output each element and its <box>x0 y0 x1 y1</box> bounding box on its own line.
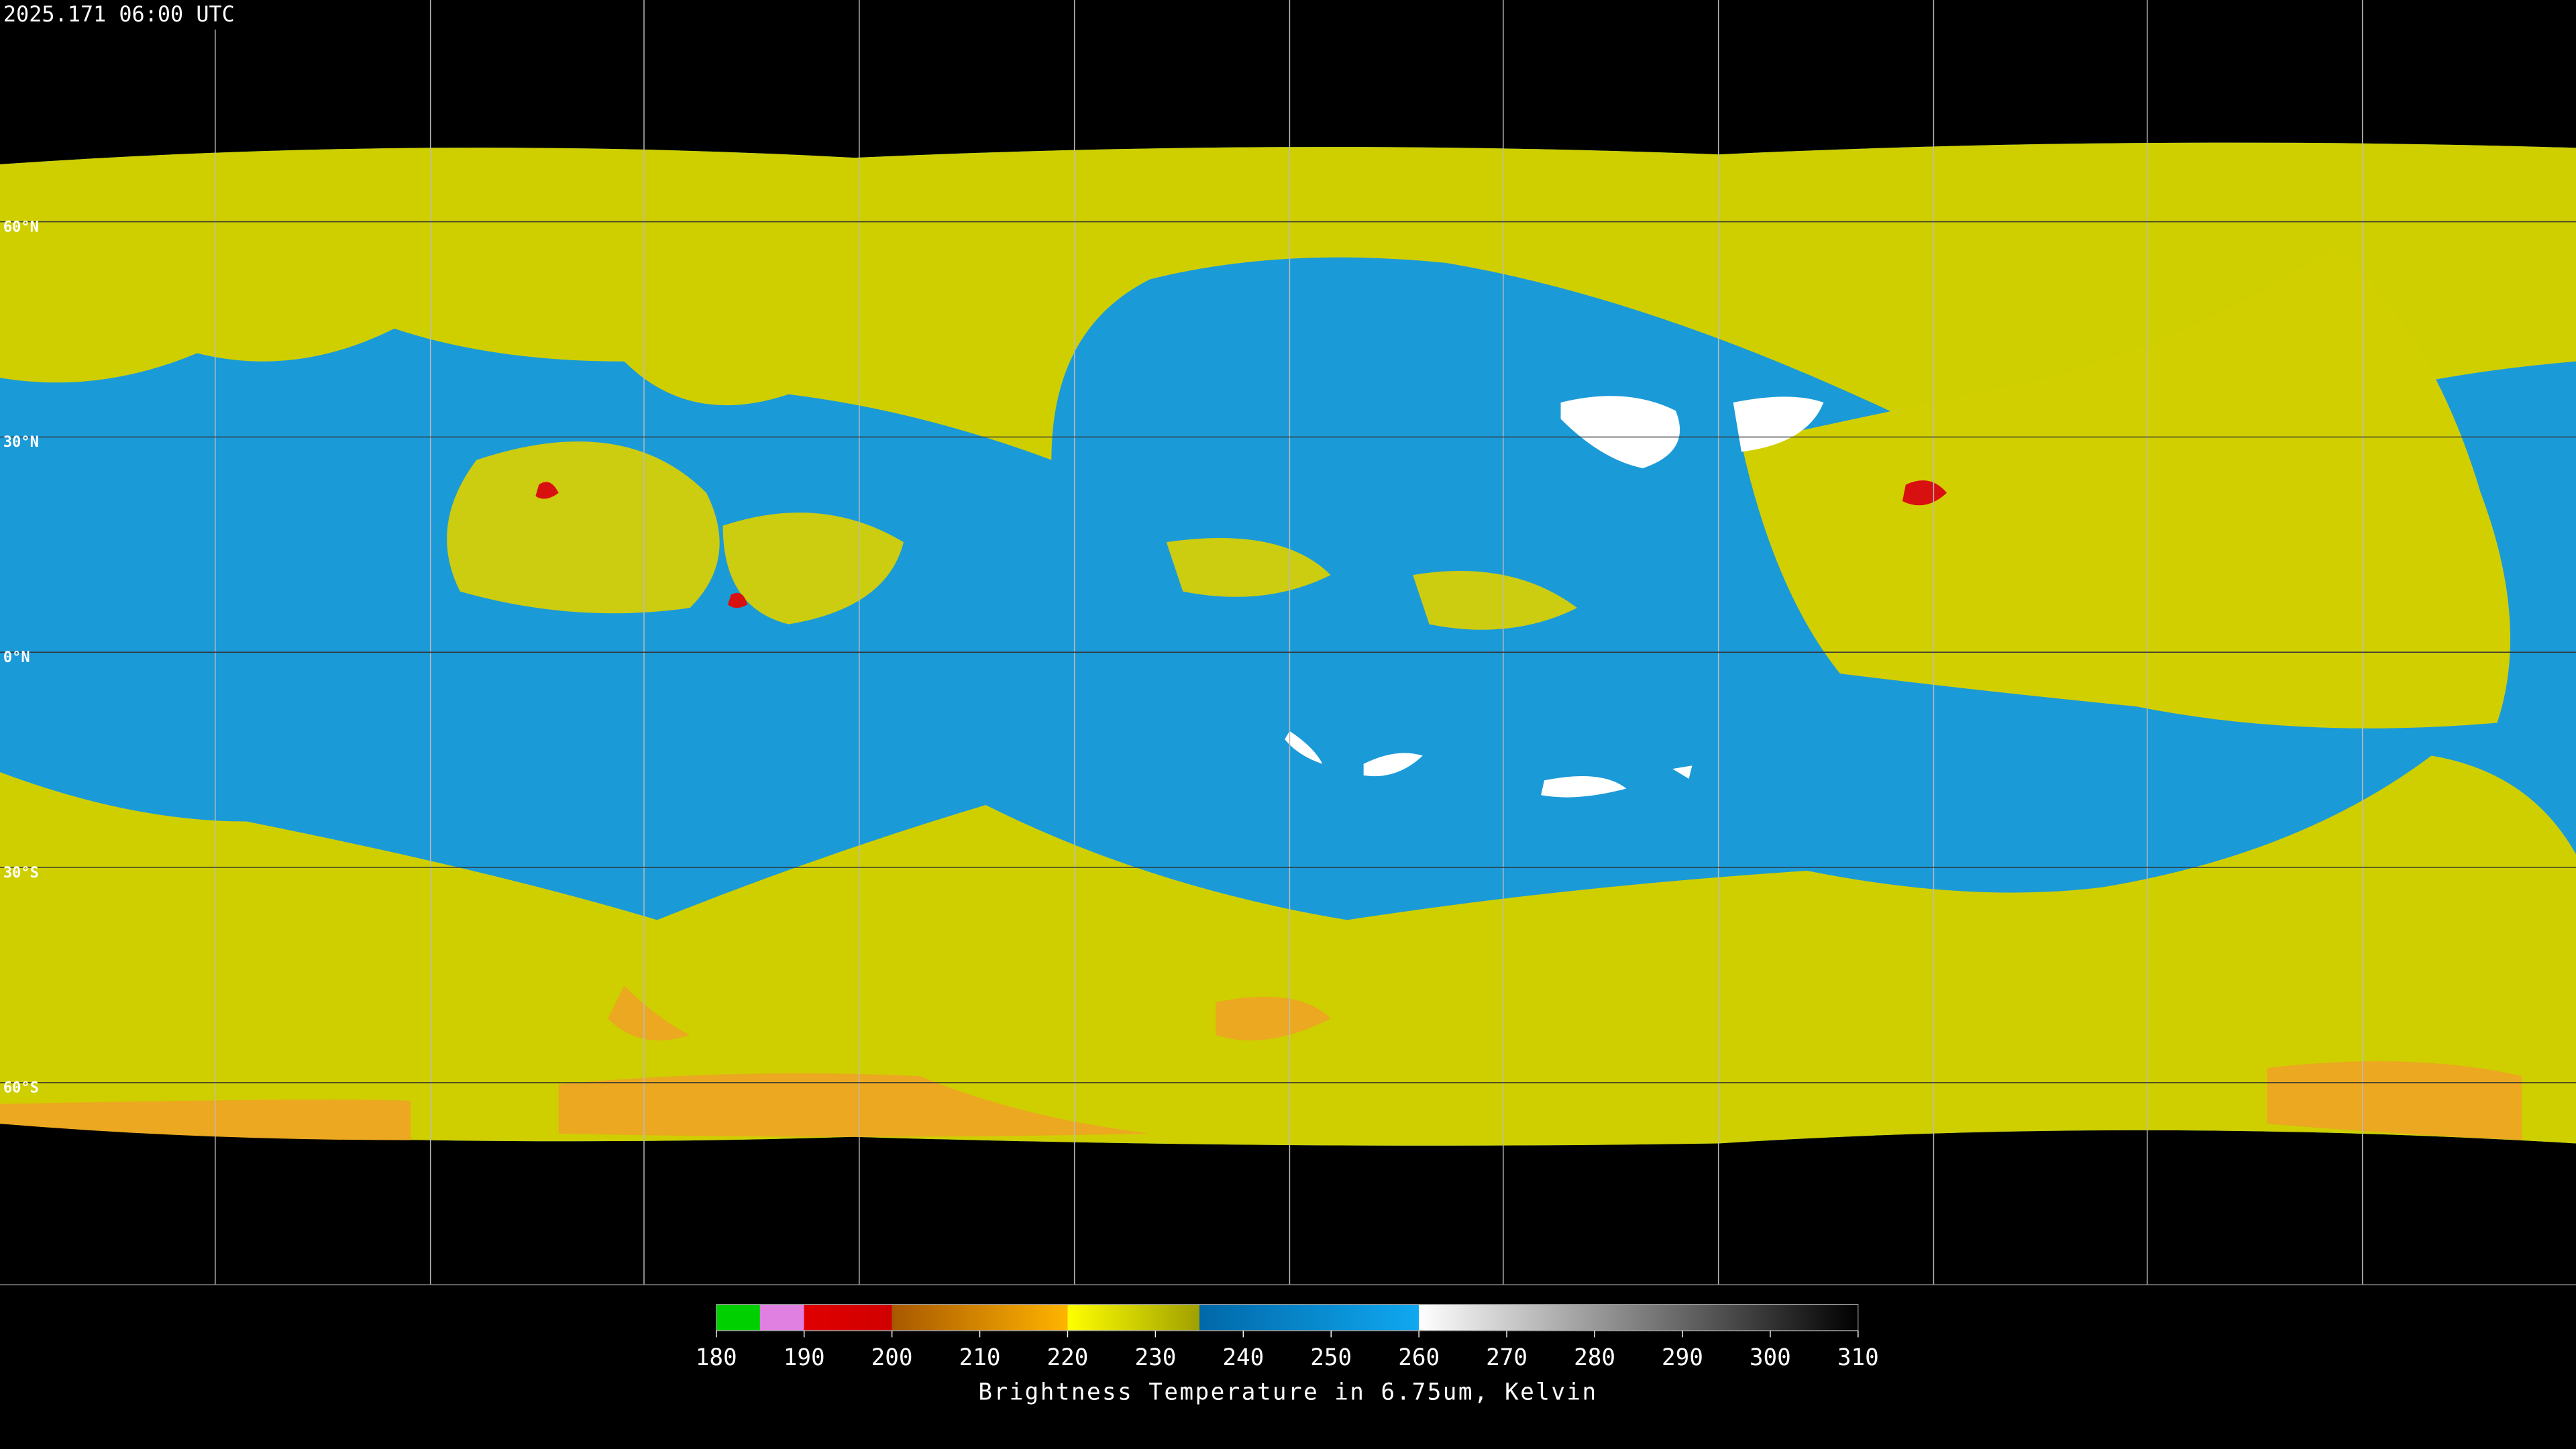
colorbar-ramp <box>716 1303 1859 1332</box>
cold-tops <box>0 985 2522 1140</box>
colorbar: Brightness Temperature in 6.75um, Kelvin… <box>696 1303 1879 1406</box>
colorbar-tick-label: 290 <box>1662 1344 1703 1371</box>
graticule <box>0 0 2576 1285</box>
timestamp-box <box>0 0 299 30</box>
convection <box>447 441 1578 630</box>
colorbar-tick-label: 270 <box>1486 1344 1527 1371</box>
colorbar-tick-label: 300 <box>1750 1344 1791 1371</box>
colorbar-tick-label: 220 <box>1047 1344 1089 1371</box>
warm-dry <box>1285 396 1824 798</box>
colorbar-tick-label: 230 <box>1134 1344 1176 1371</box>
lat-label: 30°N <box>3 434 39 451</box>
colorbar-tick-label: 190 <box>784 1344 825 1371</box>
lat-label: 30°S <box>3 865 39 881</box>
colorbar-tick-label: 250 <box>1310 1344 1352 1371</box>
lat-label: 60°S <box>3 1080 39 1097</box>
timestamp: 2025.171 06:00 UTC <box>3 1 235 27</box>
colorbar-tick-label: 310 <box>1837 1344 1879 1371</box>
colorbar-tick-label: 280 <box>1574 1344 1615 1371</box>
colorbar-tick-label: 210 <box>959 1344 1001 1371</box>
lat-label: 0°N <box>3 649 30 666</box>
colorbar-label: Brightness Temperature in 6.75um, Kelvin <box>978 1379 1597 1406</box>
colorbar-tick-label: 200 <box>871 1344 913 1371</box>
colorbar-tick-label: 240 <box>1222 1344 1264 1371</box>
colorbar-tick-label: 180 <box>696 1344 737 1371</box>
colorbar-tick-label: 260 <box>1398 1344 1440 1371</box>
latitude-labels: 60°N 30°N 0°N 30°S 60°S <box>3 219 39 1096</box>
imagery <box>0 142 2576 1146</box>
lat-label: 60°N <box>3 219 39 235</box>
